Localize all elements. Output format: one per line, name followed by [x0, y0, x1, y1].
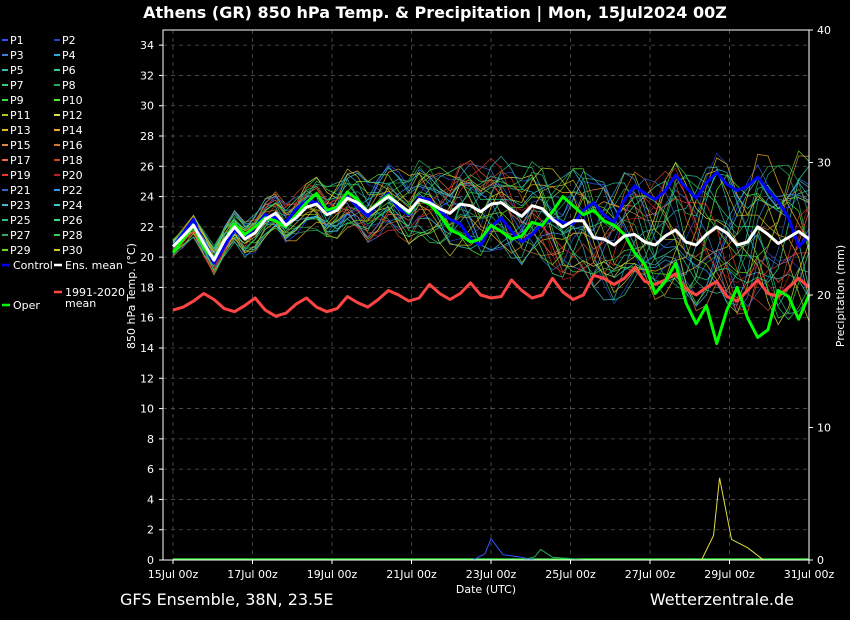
- y-tick-label: 10: [140, 403, 154, 416]
- y-tick-label: 4: [147, 493, 154, 506]
- precipitation-lines: [173, 477, 809, 561]
- y2-tick-label: 20: [817, 289, 831, 302]
- y-axis-label: 850 hPa Temp. (°C): [125, 243, 138, 349]
- y-tick-label: 20: [140, 251, 154, 264]
- legend-label: P8: [62, 79, 76, 92]
- y-tick-label: 14: [140, 342, 154, 355]
- chart-title: Athens (GR) 850 hPa Temp. & Precipitatio…: [143, 3, 727, 23]
- y-tick-label: 0: [147, 554, 154, 567]
- legend-label: P28: [62, 229, 83, 242]
- legend-label: P26: [62, 214, 83, 227]
- y-tick-label: 6: [147, 463, 154, 476]
- legend-label: P19: [10, 169, 31, 182]
- y-tick-label: 16: [140, 312, 154, 325]
- legend-label: P10: [62, 94, 83, 107]
- legend-label: P15: [10, 139, 31, 152]
- y-tick-label: 12: [140, 372, 154, 385]
- y-tick-label: 24: [140, 191, 154, 204]
- x-tick-label: 15Jul 00z: [148, 568, 199, 581]
- legend-label: P13: [10, 124, 31, 137]
- legend-label: P9: [10, 94, 24, 107]
- member-line-p29: [172, 150, 810, 305]
- y-tick-label: 18: [140, 281, 154, 294]
- member-line-p14: [172, 153, 810, 301]
- legend-label: 1991-2020: [65, 286, 125, 299]
- legend-label: Ens. mean: [65, 259, 123, 272]
- precip-line-p8: [522, 548, 585, 561]
- y2-axis-label: Precipitation (mm): [834, 245, 847, 347]
- legend-label: P4: [62, 49, 76, 62]
- y-tick-label: 30: [140, 100, 154, 113]
- legend-label: P25: [10, 214, 31, 227]
- y-tick-label: 8: [147, 433, 154, 446]
- x-tick-label: 25Jul 00z: [545, 568, 596, 581]
- legend-label: P27: [10, 229, 31, 242]
- x-axis-label: Date (UTC): [456, 583, 516, 596]
- member-line-p4: [172, 165, 810, 307]
- legend-label: P21: [10, 184, 31, 197]
- series-line-1991-2020-mean: [172, 266, 810, 318]
- y-tick-label: 26: [140, 160, 154, 173]
- y-tick-label: 2: [147, 524, 154, 537]
- legend-label: P3: [10, 49, 24, 62]
- y-axis-right: 0 10 20 30 40: [809, 24, 831, 567]
- x-tick-label: 21Jul 00z: [386, 568, 437, 581]
- legend-label: P7: [10, 79, 24, 92]
- x-tick-label: 17Jul 00z: [227, 568, 278, 581]
- member-line-p21: [172, 174, 810, 308]
- y-tick-label: 32: [140, 69, 154, 82]
- y2-tick-label: 30: [817, 157, 831, 170]
- y2-tick-label: 10: [817, 422, 831, 435]
- series-line-oper: [171, 190, 811, 345]
- precip-line-p12: [701, 477, 764, 561]
- member-line-p28: [172, 161, 810, 321]
- legend-label: P30: [62, 244, 83, 257]
- member-line-p15: [172, 155, 810, 312]
- legend-label: P6: [62, 64, 76, 77]
- legend-label: P24: [62, 199, 83, 212]
- legend-label: P14: [62, 124, 83, 137]
- legend-label: P20: [62, 169, 83, 182]
- y-tick-label: 22: [140, 221, 154, 234]
- y2-tick-label: 40: [817, 24, 831, 37]
- x-tick-label: 27Jul 00z: [625, 568, 676, 581]
- x-tick-label: 23Jul 00z: [466, 568, 517, 581]
- legend-label: P18: [62, 154, 83, 167]
- legend-label: P5: [10, 64, 24, 77]
- legend-label: P16: [62, 139, 83, 152]
- legend-label: P23: [10, 199, 31, 212]
- y-tick-label: 28: [140, 130, 154, 143]
- legend-label: Oper: [13, 299, 40, 312]
- member-line-p30: [172, 167, 810, 322]
- member-line-p26: [172, 165, 810, 284]
- footer-source: Wetterzentrale.de: [650, 590, 794, 609]
- main-series: [171, 170, 811, 345]
- x-tick-label: 29Jul 00z: [704, 568, 755, 581]
- legend: P1 P2 P3 P4 P5 P6 P7 P8 P9 P10 P11 P12 P13 P14 P15 P16 P…: [2, 34, 125, 312]
- footer-model-info: GFS Ensemble, 38N, 23.5E: [120, 590, 333, 609]
- y-tick-label: 34: [140, 39, 154, 52]
- x-tick-label: 19Jul 00z: [307, 568, 358, 581]
- legend-label: P11: [10, 109, 31, 122]
- legend-label: P2: [62, 34, 76, 47]
- legend-label: P12: [62, 109, 83, 122]
- series-line-ens-mean: [171, 195, 810, 262]
- legend-label: P22: [62, 184, 83, 197]
- member-line-p10: [172, 168, 810, 293]
- member-line-p24: [172, 168, 810, 289]
- legend-label: P29: [10, 244, 31, 257]
- legend-label: Control: [13, 259, 53, 272]
- y2-tick-label: 0: [817, 554, 824, 567]
- legend-label: P1: [10, 34, 24, 47]
- member-line-p22: [172, 169, 810, 306]
- x-tick-label: 31Jul 00z: [784, 568, 835, 581]
- legend-label: P17: [10, 154, 31, 167]
- member-line-p11: [172, 171, 810, 314]
- member-line-p5: [172, 155, 810, 301]
- legend-label: mean: [65, 297, 96, 310]
- precip-line-p1: [472, 537, 536, 561]
- x-axis: 15Jul 00z 17Jul 00z 19Jul 00z 21Jul 00z 23Ju…: [148, 560, 835, 581]
